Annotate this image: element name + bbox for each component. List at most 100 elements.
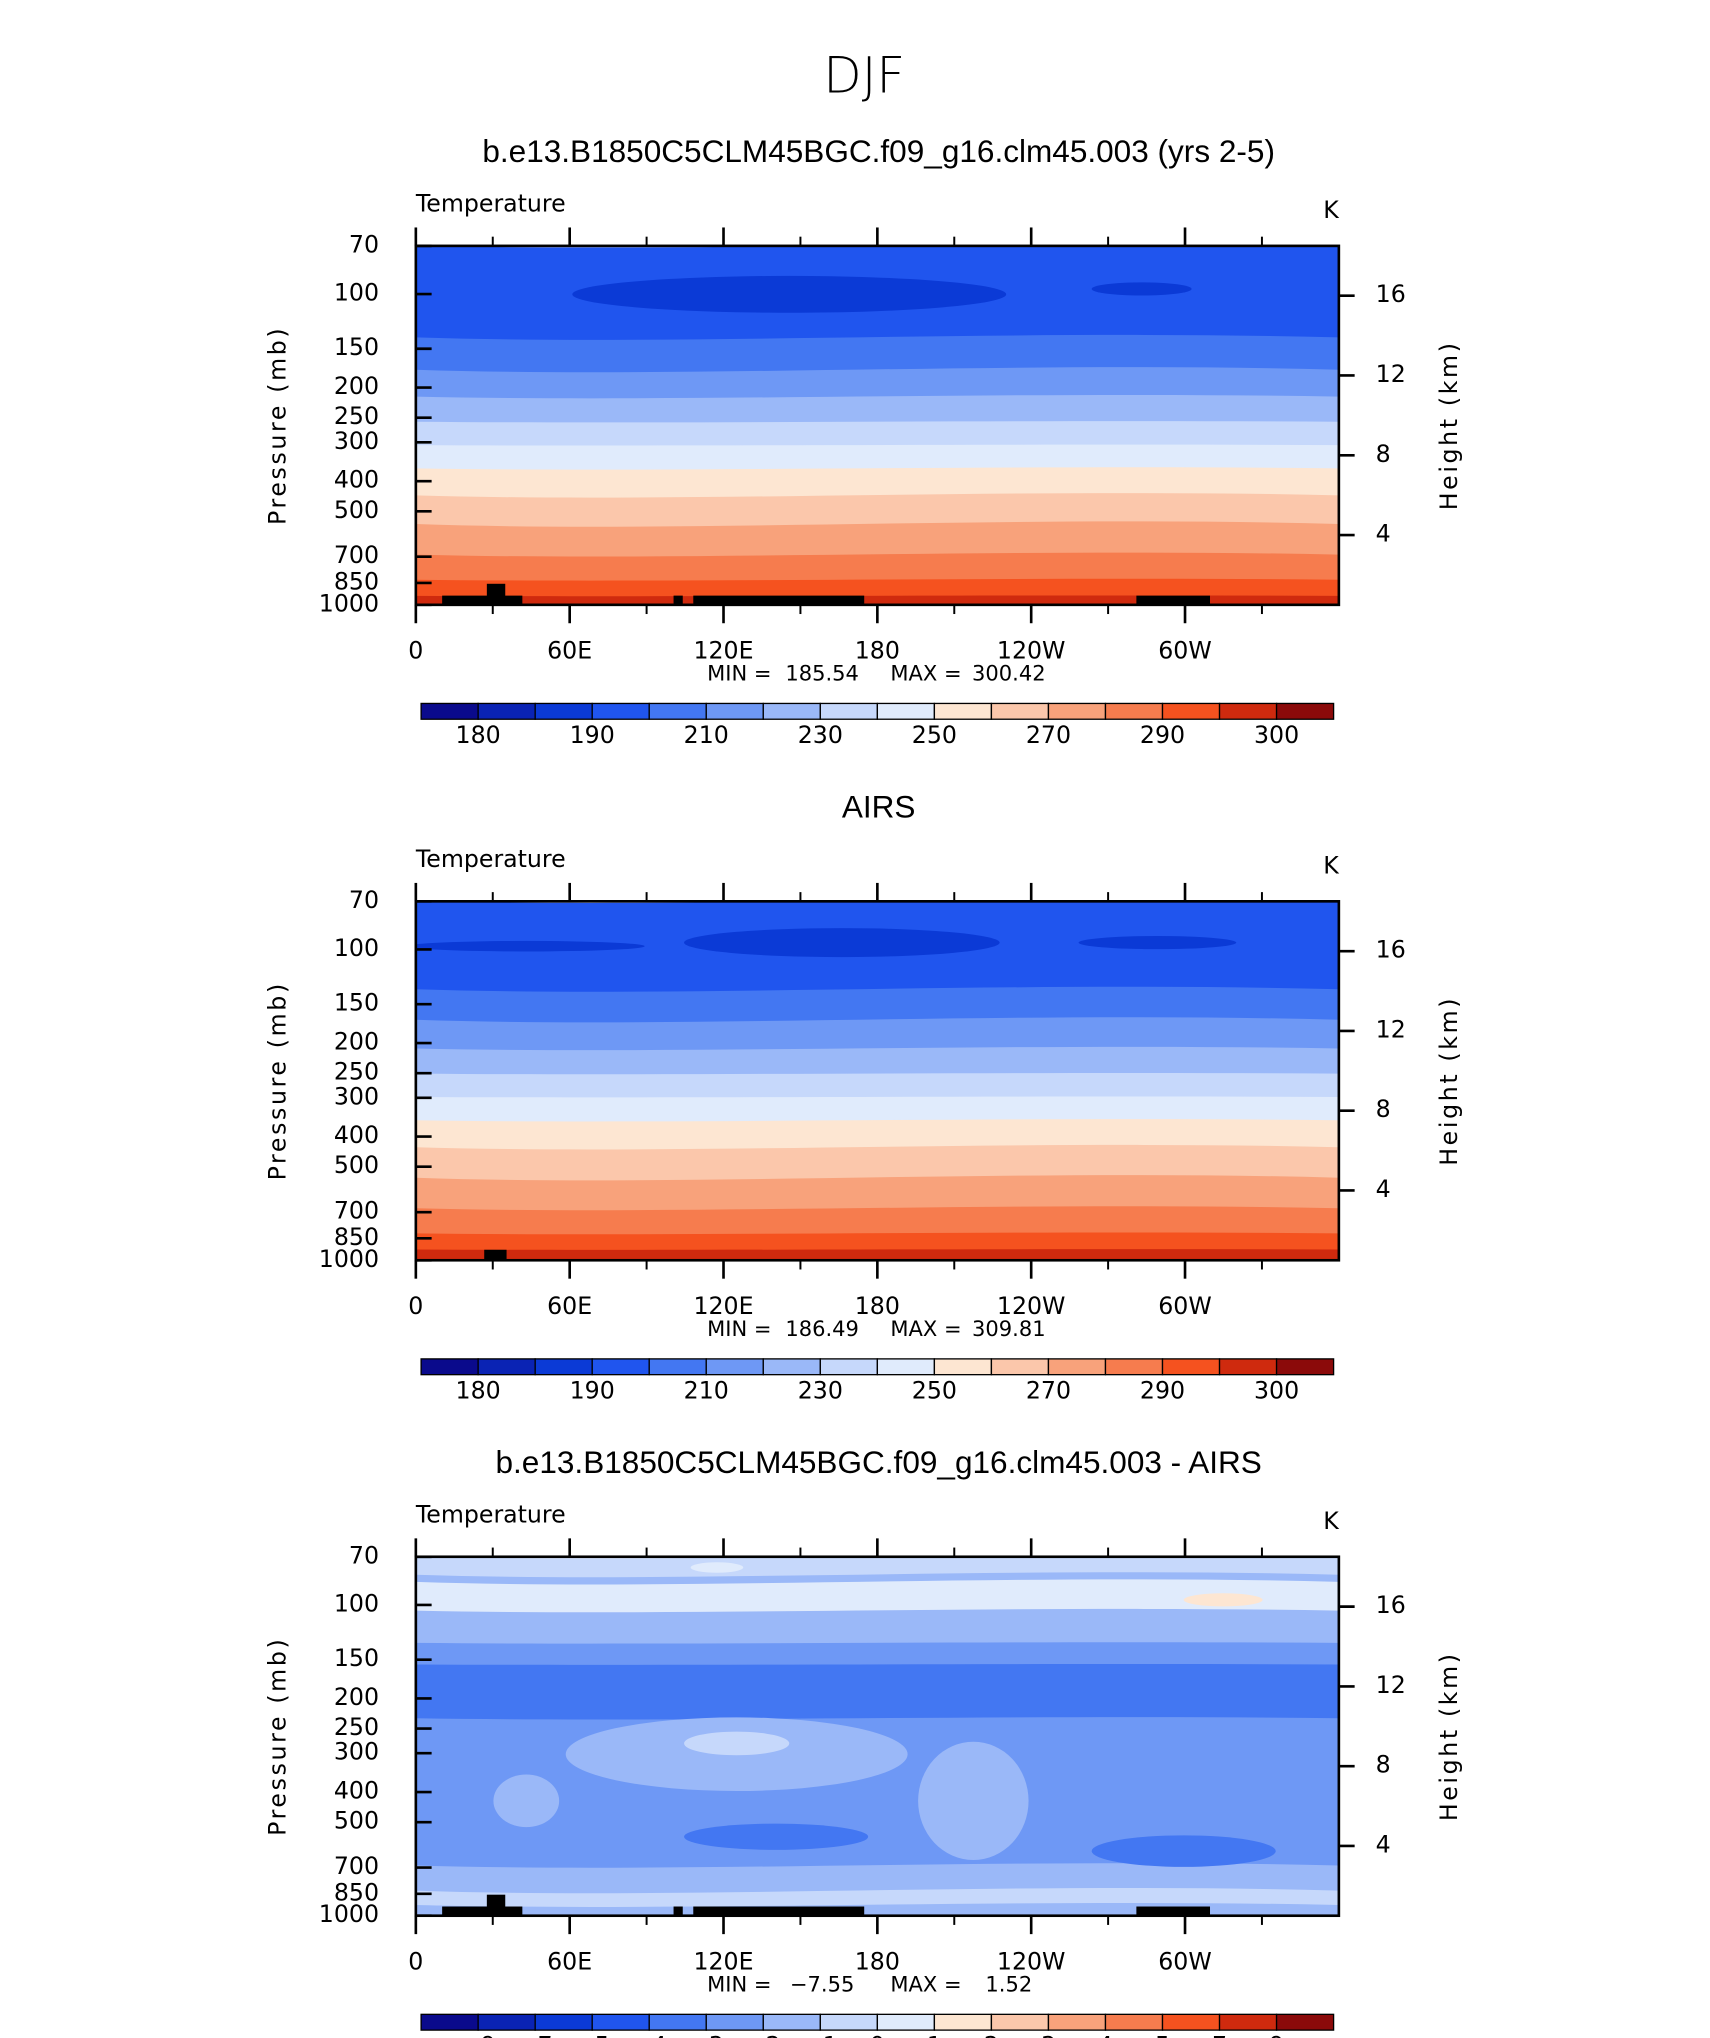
colorbar-label: 290 xyxy=(1140,721,1185,749)
colorbar-box xyxy=(1218,702,1278,720)
x-tick-label: 0 xyxy=(408,637,423,665)
panel-title: b.e13.B1850C5CLM45BGC.f09_g16.clm45.003 … xyxy=(495,1444,1261,1480)
stat-label: MAX = xyxy=(890,1971,961,1996)
colorbar-box xyxy=(762,1358,821,1376)
y2-tick-label: 4 xyxy=(1376,1830,1391,1858)
y2-tick-label: 8 xyxy=(1376,440,1391,468)
colorbar-label: −1 xyxy=(803,2032,838,2038)
contour-field xyxy=(415,1556,1339,1916)
colorbar-box xyxy=(648,2013,707,2031)
terrain xyxy=(442,595,523,605)
contour-field xyxy=(415,901,1339,1261)
colorbar-box xyxy=(1104,1358,1164,1376)
stat-value: 309.81 xyxy=(972,1316,1046,1341)
colorbar-box xyxy=(705,2013,764,2031)
colorbar-box xyxy=(1218,2013,1278,2031)
colorbar-box xyxy=(990,2013,1050,2031)
colorbar-box xyxy=(990,1358,1050,1376)
colorbar-box xyxy=(990,702,1050,720)
colorbar-label: 250 xyxy=(912,721,957,749)
y-tick-label: 300 xyxy=(334,1082,379,1110)
x-tick-label: 180 xyxy=(855,1292,900,1320)
stat-label: MIN = xyxy=(707,1316,771,1341)
terrain xyxy=(673,595,683,605)
y2-tick-label: 12 xyxy=(1376,1671,1406,1699)
y2-tick-label: 16 xyxy=(1376,936,1406,964)
colorbar-label: −7 xyxy=(518,2032,553,2038)
colorbar-label: −2 xyxy=(746,2032,781,2038)
stat-value: 186.49 xyxy=(785,1316,859,1341)
colorbar-box xyxy=(819,702,879,720)
y2-tick-label: 4 xyxy=(1376,520,1391,548)
colorbar-box xyxy=(1161,2013,1221,2031)
y-tick-label: 700 xyxy=(334,541,379,569)
y2-tick-label: 12 xyxy=(1376,360,1406,388)
x-tick-label: 120W xyxy=(997,1948,1066,1976)
terrain xyxy=(486,583,506,605)
colorbar-label: −9 xyxy=(461,2032,496,2038)
colorbar-label: 290 xyxy=(1140,1376,1185,1404)
x-tick-label: 120W xyxy=(997,637,1066,665)
x-tick-label: 60E xyxy=(547,1948,592,1976)
colorbar-label: 190 xyxy=(570,1376,615,1404)
colorbar-label: 190 xyxy=(570,721,615,749)
terrain xyxy=(693,595,865,605)
colorbar-label: 9 xyxy=(1269,2032,1284,2038)
colorbar-box xyxy=(420,1358,479,1376)
y2-tick-label: 8 xyxy=(1376,1095,1391,1123)
contour-blob xyxy=(684,1823,869,1850)
contour-band xyxy=(415,1249,1339,1261)
colorbar-box xyxy=(819,2013,879,2031)
y-tick-label: 300 xyxy=(334,1738,379,1766)
y-tick-label: 100 xyxy=(334,1589,379,1617)
colorbar-box xyxy=(1218,1358,1278,1376)
contour-blob xyxy=(572,275,1007,313)
terrain xyxy=(693,1906,865,1916)
colorbar-box xyxy=(477,2013,536,2031)
stat-label: MAX = xyxy=(890,1316,961,1341)
colorbar-label: 180 xyxy=(456,721,501,749)
y-tick-label: 200 xyxy=(334,372,379,400)
contour-band xyxy=(415,1902,1339,1916)
y-tick-label: 250 xyxy=(334,1713,379,1741)
x-tick-label: 180 xyxy=(855,637,900,665)
y-tick-label: 70 xyxy=(349,1541,379,1569)
colorbar-box xyxy=(477,1358,536,1376)
x-tick-label: 120E xyxy=(693,1948,753,1976)
y2-tick-label: 4 xyxy=(1376,1175,1391,1203)
y-tick-label: 150 xyxy=(334,989,379,1017)
colorbar-label: 0 xyxy=(870,2032,885,2038)
colorbar-label: 270 xyxy=(1026,721,1071,749)
colorbar-box xyxy=(534,2013,593,2031)
y-tick-label: 1000 xyxy=(319,1245,379,1273)
field-label: Temperature xyxy=(415,1501,566,1529)
y2-tick-label: 16 xyxy=(1376,1591,1406,1619)
y2-tick-label: 16 xyxy=(1376,280,1406,308)
colorbar-box xyxy=(933,702,993,720)
panel-title: b.e13.B1850C5CLM45BGC.f09_g16.clm45.003 … xyxy=(482,133,1275,169)
stat-value: −7.55 xyxy=(790,1971,854,1996)
terrain xyxy=(1136,595,1211,605)
colorbar-label: 230 xyxy=(798,721,843,749)
colorbar-label: 270 xyxy=(1026,1376,1071,1404)
x-tick-label: 0 xyxy=(408,1948,423,1976)
x-tick-label: 120W xyxy=(997,1292,1066,1320)
contour-blob xyxy=(1183,1593,1263,1607)
y2-tick-label: 12 xyxy=(1376,1015,1406,1043)
y-tick-label: 250 xyxy=(334,1058,379,1086)
stat-value: 1.52 xyxy=(985,1971,1032,1996)
colorbar-box xyxy=(1104,702,1164,720)
stat-value: 300.42 xyxy=(972,661,1046,686)
colorbar-box xyxy=(1047,1358,1107,1376)
x-tick-label: 60W xyxy=(1158,637,1211,665)
colorbar-box xyxy=(876,1358,936,1376)
y-tick-label: 500 xyxy=(334,1151,379,1179)
x-tick-label: 0 xyxy=(408,1292,423,1320)
units-label: K xyxy=(1323,196,1340,224)
x-tick-label: 60E xyxy=(547,1292,592,1320)
contour-blob xyxy=(684,928,1000,958)
y-tick-label: 200 xyxy=(334,1028,379,1056)
colorbar-box xyxy=(762,2013,821,2031)
x-tick-label: 60W xyxy=(1158,1948,1211,1976)
y-tick-label: 400 xyxy=(334,1121,379,1149)
